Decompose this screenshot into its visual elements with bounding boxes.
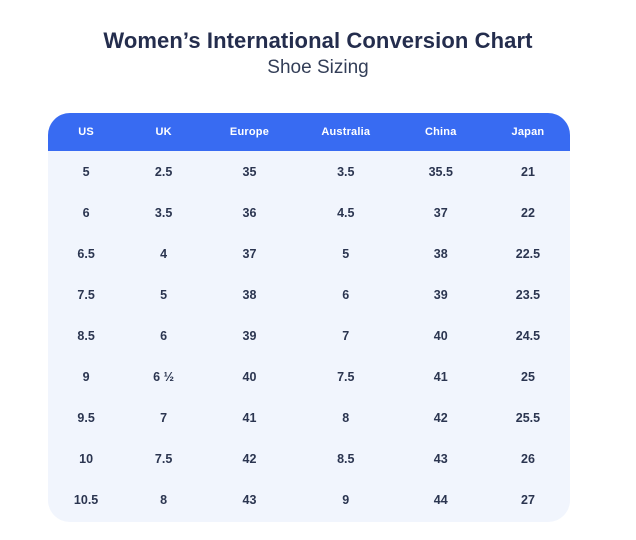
conversion-chart-card: US UK Europe Australia China Japan 5 2.5 35 3.5 3… <box>48 113 570 522</box>
table-cell: 7 <box>342 328 350 343</box>
table-row: 6.5 4 37 5 38 22.5 <box>48 233 570 274</box>
table-cell: 6 <box>160 328 168 343</box>
table-cell: 37 <box>242 246 257 261</box>
table-cell: 39 <box>433 287 448 302</box>
table-cell: 8.5 <box>337 451 355 466</box>
table-cell: 7.5 <box>77 287 95 302</box>
table-cell: 38 <box>433 246 448 261</box>
table-cell: 24.5 <box>515 328 541 343</box>
table-cell: 10 <box>79 451 94 466</box>
table-cell: 9 <box>82 369 90 384</box>
table-cell: 42 <box>242 451 257 466</box>
table-cell: 6 <box>82 205 90 220</box>
table-header-row: US UK Europe Australia China Japan <box>48 113 570 151</box>
column-header-japan: Japan <box>511 126 545 138</box>
table-cell: 44 <box>433 492 448 507</box>
table-cell: 4.5 <box>337 205 355 220</box>
table-cell: 6 <box>342 287 350 302</box>
table-cell: 8 <box>160 492 168 507</box>
table-body: 5 2.5 35 3.5 35.5 21 6 3.5 36 4.5 37 22 6.5 4 37 5 38 22.… <box>48 151 570 520</box>
table-row: 5 2.5 35 3.5 35.5 21 <box>48 151 570 192</box>
column-header-uk: UK <box>155 126 172 138</box>
column-header-europe: Europe <box>229 126 270 138</box>
table-cell: 27 <box>521 492 535 507</box>
table-cell: 41 <box>433 369 448 384</box>
table-row: 9.5 7 41 8 42 25.5 <box>48 397 570 438</box>
table-cell: 5 <box>82 164 90 179</box>
table-cell: 7.5 <box>154 451 173 466</box>
table-cell: 5 <box>342 246 350 261</box>
table-cell: 41 <box>242 410 257 425</box>
conversion-table: US UK Europe Australia China Japan 5 2.5 35 3.5 3… <box>48 113 570 520</box>
table-cell: 8 <box>342 410 350 425</box>
table-cell: 6.5 <box>77 246 95 261</box>
table-cell: 43 <box>242 492 257 507</box>
table-cell: 5 <box>160 287 168 302</box>
table-cell: 35.5 <box>428 164 453 179</box>
table-cell: 42 <box>433 410 448 425</box>
table-cell: 40 <box>433 328 448 343</box>
table-cell: 43 <box>433 451 448 466</box>
table-cell: 36 <box>242 205 257 220</box>
table-cell: 22 <box>521 205 535 220</box>
table-cell: 3.5 <box>154 205 173 220</box>
table-row: 10 7.5 42 8.5 43 26 <box>48 438 570 479</box>
column-header-australia: Australia <box>321 126 371 138</box>
table-cell: 25 <box>521 369 535 384</box>
table-cell: 9 <box>342 492 350 507</box>
table-cell: 9.5 <box>77 410 95 425</box>
column-header-china: China <box>424 126 457 138</box>
table-header: US UK Europe Australia China Japan <box>48 113 570 151</box>
table-cell: 22.5 <box>515 246 541 261</box>
table-cell: 39 <box>242 328 257 343</box>
table-row: 6 3.5 36 4.5 37 22 <box>48 192 570 233</box>
table-cell: 8.5 <box>77 328 95 343</box>
table-cell: 23.5 <box>515 287 541 302</box>
table-cell: 26 <box>521 451 535 466</box>
table-cell: 6 ½ <box>153 369 175 384</box>
table-cell: 2.5 <box>154 164 173 179</box>
table-row: 7.5 5 38 6 39 23.5 <box>48 274 570 315</box>
page-title: Women’s International Conversion Chart <box>103 28 533 53</box>
table-cell: 35 <box>242 164 257 179</box>
table-cell: 38 <box>242 287 257 302</box>
table-cell: 10.5 <box>73 492 99 507</box>
table-cell: 7 <box>160 410 168 425</box>
table-cell: 40 <box>242 369 257 384</box>
table-row: 8.5 6 39 7 40 24.5 <box>48 315 570 356</box>
title-block: Women’s International Conversion Chart S… <box>0 28 636 80</box>
table-cell: 4 <box>160 246 168 261</box>
table-cell: 25.5 <box>515 410 541 425</box>
table-row: 10.5 8 43 9 44 27 <box>48 479 570 520</box>
table-cell: 3.5 <box>337 164 355 179</box>
table-row: 9 6 ½ 40 7.5 41 25 <box>48 356 570 397</box>
page-subtitle: Shoe Sizing <box>267 57 369 79</box>
column-header-us: US <box>78 126 94 138</box>
table-cell: 21 <box>521 164 535 179</box>
table-cell: 7.5 <box>337 369 355 384</box>
table-cell: 37 <box>433 205 448 220</box>
